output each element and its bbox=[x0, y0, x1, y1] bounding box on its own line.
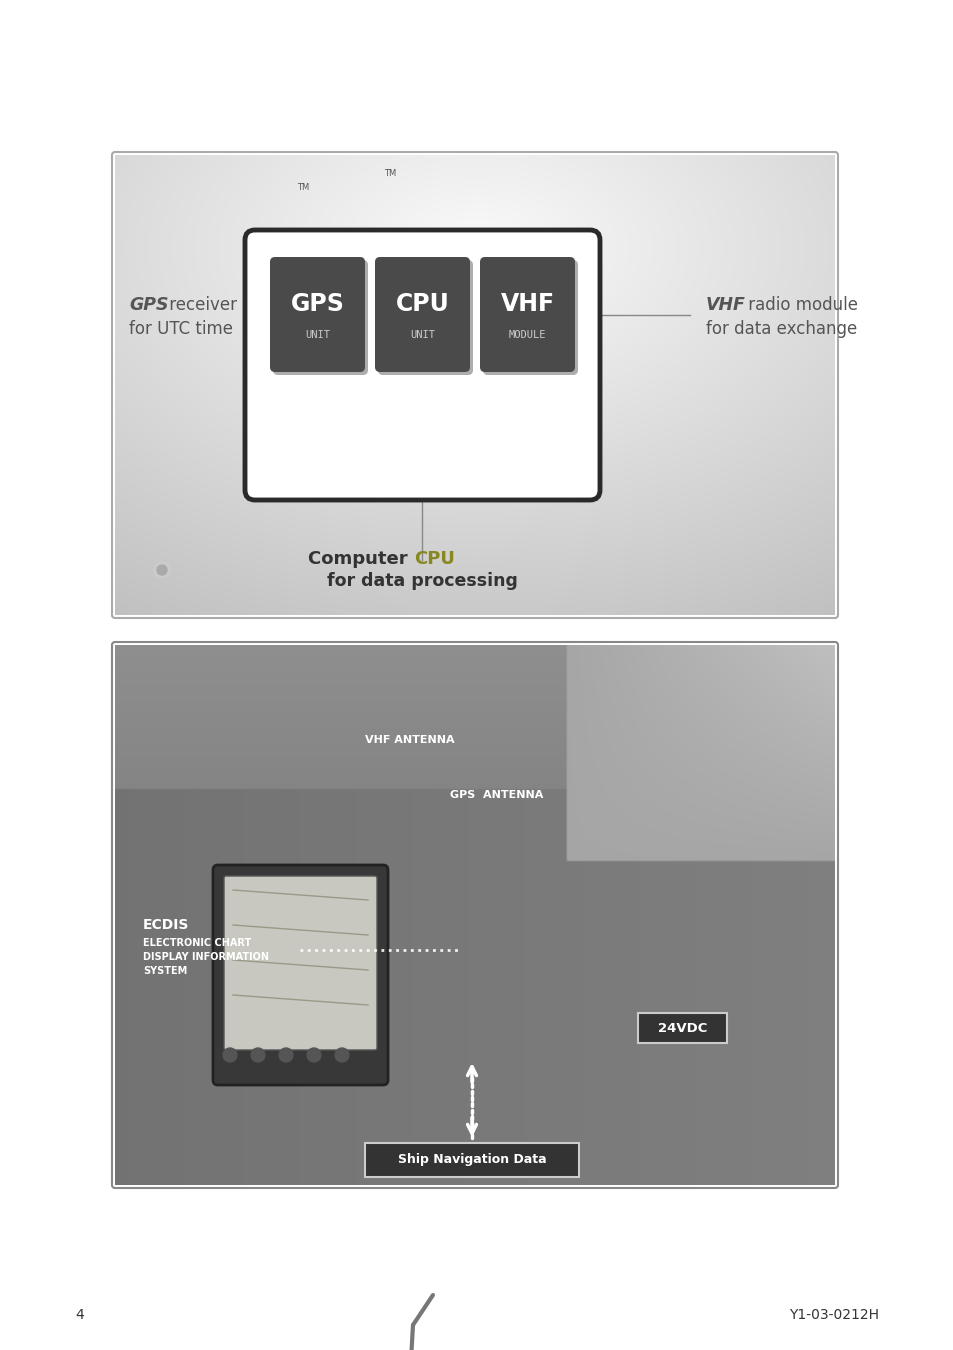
FancyBboxPatch shape bbox=[270, 256, 365, 373]
Text: VHF: VHF bbox=[705, 296, 745, 313]
FancyBboxPatch shape bbox=[377, 261, 473, 375]
Text: MODULE: MODULE bbox=[508, 331, 546, 340]
Text: receiver: receiver bbox=[164, 296, 236, 313]
Text: GPS  ANTENNA: GPS ANTENNA bbox=[450, 790, 543, 801]
FancyBboxPatch shape bbox=[375, 256, 470, 373]
Circle shape bbox=[153, 562, 170, 578]
FancyBboxPatch shape bbox=[479, 256, 575, 373]
FancyBboxPatch shape bbox=[365, 1143, 578, 1177]
Text: Y1-03-0212H: Y1-03-0212H bbox=[788, 1308, 878, 1322]
Text: Ship Navigation Data: Ship Navigation Data bbox=[397, 1153, 546, 1166]
FancyBboxPatch shape bbox=[273, 261, 368, 375]
Text: for data exchange: for data exchange bbox=[705, 320, 857, 338]
Text: 24VDC: 24VDC bbox=[658, 1022, 706, 1034]
Circle shape bbox=[307, 1048, 320, 1062]
Text: TM: TM bbox=[296, 184, 309, 193]
Text: 4: 4 bbox=[75, 1308, 84, 1322]
Text: VHF ANTENNA: VHF ANTENNA bbox=[365, 734, 455, 745]
Circle shape bbox=[278, 1048, 293, 1062]
Text: Computer: Computer bbox=[308, 549, 414, 568]
Text: CPU: CPU bbox=[414, 549, 455, 568]
Circle shape bbox=[223, 1048, 236, 1062]
Text: for UTC time: for UTC time bbox=[129, 320, 233, 338]
FancyBboxPatch shape bbox=[245, 230, 599, 500]
Text: GPS: GPS bbox=[129, 296, 169, 313]
Circle shape bbox=[157, 566, 167, 575]
FancyBboxPatch shape bbox=[638, 1012, 726, 1044]
Text: UNIT: UNIT bbox=[305, 331, 330, 340]
FancyBboxPatch shape bbox=[213, 865, 388, 1085]
Circle shape bbox=[335, 1048, 349, 1062]
Text: radio module: radio module bbox=[742, 296, 857, 313]
FancyBboxPatch shape bbox=[482, 261, 578, 375]
Text: TM: TM bbox=[383, 169, 395, 177]
Text: DISPLAY INFORMATION: DISPLAY INFORMATION bbox=[143, 952, 269, 963]
Text: CPU: CPU bbox=[395, 292, 449, 316]
Text: SYSTEM: SYSTEM bbox=[143, 967, 187, 976]
Text: UNIT: UNIT bbox=[410, 331, 435, 340]
Text: ELECTRONIC CHART: ELECTRONIC CHART bbox=[143, 938, 251, 948]
Text: for data processing: for data processing bbox=[326, 572, 517, 590]
Text: ECDIS: ECDIS bbox=[143, 918, 190, 932]
Text: VHF: VHF bbox=[500, 292, 554, 316]
Circle shape bbox=[251, 1048, 265, 1062]
Text: GPS: GPS bbox=[291, 292, 344, 316]
FancyBboxPatch shape bbox=[224, 876, 376, 1050]
